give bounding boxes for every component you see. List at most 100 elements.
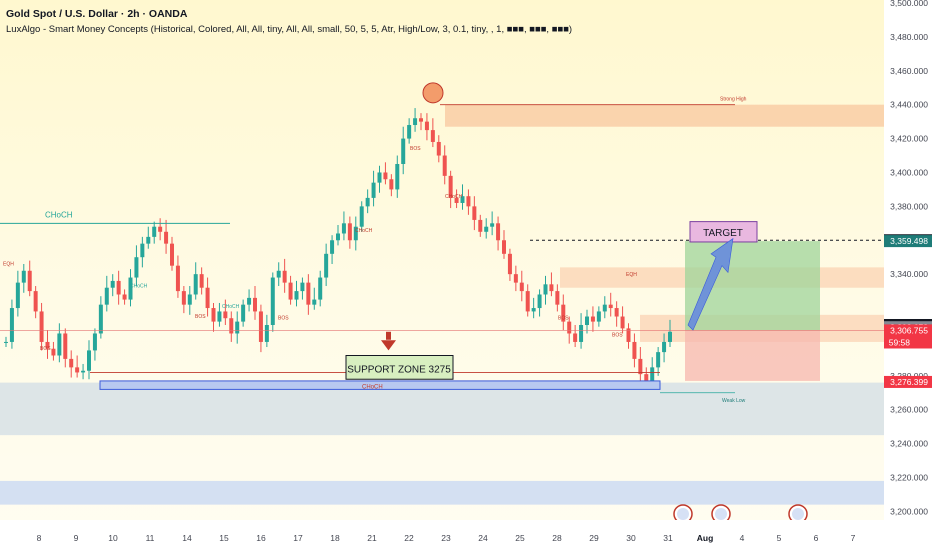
- price-label-badge: [884, 375, 932, 388]
- candle-body: [336, 233, 340, 241]
- price-tick-label: 3,380.000: [890, 201, 928, 211]
- candle-body: [75, 367, 80, 373]
- candle-body: [419, 118, 423, 122]
- candle-body: [383, 172, 388, 180]
- candle-body: [513, 274, 518, 283]
- candle-body: [650, 367, 655, 381]
- candle-body: [181, 291, 186, 305]
- date-tick-label: 14: [182, 533, 192, 543]
- candle-body: [668, 331, 672, 342]
- candle-body: [247, 297, 252, 305]
- candle-body: [579, 324, 584, 342]
- flag-icon: [792, 508, 804, 520]
- candle-body: [478, 219, 483, 232]
- candle-body: [306, 282, 311, 305]
- candle-body: [116, 280, 121, 295]
- date-tick-label: 6: [814, 533, 819, 543]
- candle-body: [270, 277, 275, 325]
- symbol-title: Gold Spot / U.S. Dollar · 2h · OANDA: [6, 8, 188, 20]
- candle-body: [175, 265, 180, 292]
- candle-body: [104, 287, 109, 305]
- price-tick-label: 3,440.000: [890, 100, 928, 110]
- candles-layer: [4, 108, 672, 388]
- support-label: SUPPORT ZONE 3275: [347, 364, 451, 375]
- price-tick-label: 3,220.000: [890, 473, 928, 483]
- strong-high-label: Strong High: [720, 97, 747, 103]
- choch-label-bottom: CHoCH: [362, 384, 383, 390]
- candle-body: [9, 308, 14, 342]
- target-arrow-icon: [687, 237, 734, 331]
- candle-body: [555, 291, 560, 305]
- candle-body: [490, 223, 495, 227]
- choch-label: CHoCH: [130, 284, 148, 290]
- candle-body: [27, 270, 32, 292]
- candle-body: [300, 282, 305, 292]
- lower-zone: [0, 480, 884, 505]
- bos-label: BOS: [195, 314, 206, 320]
- date-tick-label: 22: [404, 533, 414, 543]
- support-box: [345, 355, 454, 380]
- candle-body: [81, 370, 86, 373]
- countdown-text: 59:58: [889, 337, 911, 347]
- choch-label: CHoCH: [445, 194, 463, 200]
- date-tick-label: 28: [552, 533, 562, 543]
- candle-body: [264, 324, 269, 342]
- flag-icon: [677, 508, 689, 520]
- bos-label: BOS: [278, 316, 289, 322]
- candle-body: [567, 321, 572, 334]
- candle-body: [353, 226, 358, 241]
- candle-body: [602, 304, 607, 312]
- candle-body: [217, 311, 222, 322]
- price-tick-label: 3,240.000: [890, 439, 928, 449]
- weak-low-label: Weak Low: [722, 398, 746, 404]
- candle-body: [253, 297, 257, 312]
- candle-body: [448, 175, 453, 198]
- date-tick-label: 7: [851, 533, 856, 543]
- candle-body: [241, 304, 246, 322]
- candle-body: [413, 118, 418, 126]
- candle-body: [573, 333, 578, 342]
- date-axis-panel: [0, 520, 932, 550]
- date-tick-label: 18: [330, 533, 340, 543]
- candle-body: [223, 311, 228, 319]
- candle-body: [626, 328, 631, 342]
- candle-body: [561, 304, 566, 322]
- candle-body: [87, 350, 91, 371]
- candle-body: [496, 223, 501, 241]
- candle-body: [620, 316, 625, 329]
- candle-body: [407, 125, 412, 139]
- candle-body: [258, 311, 263, 342]
- candle-body: [460, 196, 465, 203]
- down-arrow-icon: [381, 340, 396, 351]
- candle-body: [389, 179, 394, 190]
- candle-body: [614, 308, 619, 317]
- date-tick-label: 30: [626, 533, 636, 543]
- candle-body: [644, 374, 649, 381]
- candle-body: [519, 282, 524, 292]
- candle-body: [330, 240, 335, 254]
- candle-body: [45, 341, 50, 349]
- candle-body: [57, 333, 62, 356]
- candle-body: [276, 270, 281, 278]
- candle-body: [170, 243, 174, 266]
- price-label-badge: [884, 235, 932, 248]
- candle-body: [596, 311, 601, 322]
- date-tick-label: 29: [589, 533, 599, 543]
- candle-body: [110, 280, 115, 288]
- candle-body: [15, 282, 20, 309]
- bos-label: BOS: [40, 346, 51, 352]
- date-tick-label: 21: [367, 533, 377, 543]
- candle-body: [193, 274, 198, 295]
- candle-body: [63, 333, 68, 359]
- candle-body: [211, 308, 216, 322]
- choch-label-left: CHoCH: [45, 210, 73, 219]
- bos-label: BOS: [612, 333, 623, 339]
- price-tick-label: 3,500.000: [890, 0, 928, 8]
- date-tick-label: 15: [219, 533, 229, 543]
- candle-body: [341, 223, 346, 234]
- candle-body: [632, 341, 637, 359]
- candle-body: [288, 282, 293, 300]
- price-tick-label: 3,400.000: [890, 167, 928, 177]
